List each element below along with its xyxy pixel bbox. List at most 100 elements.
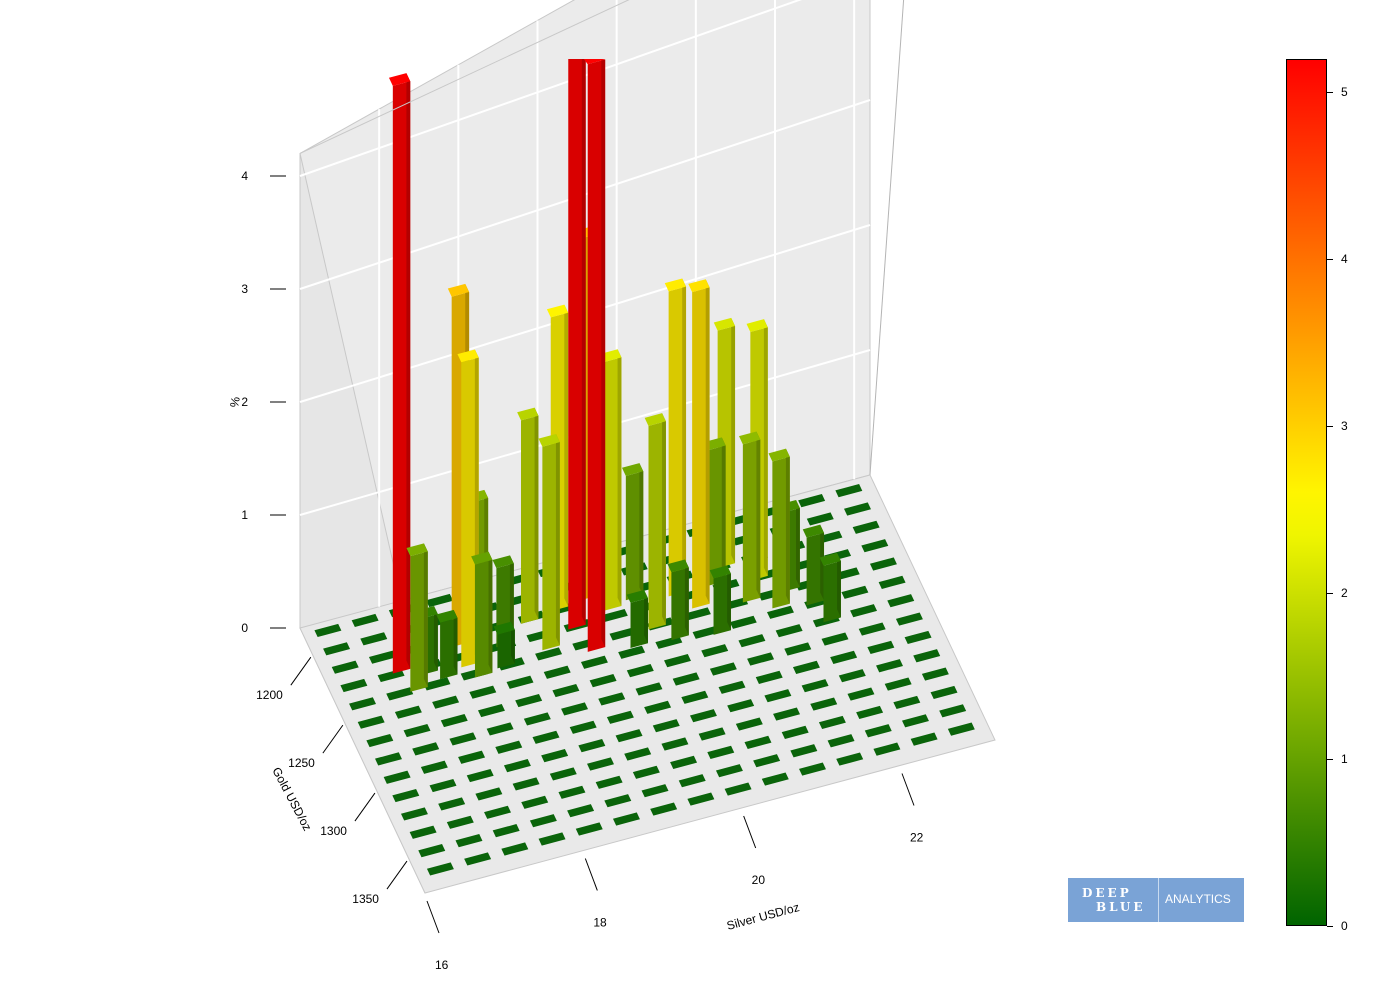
floor-tile — [604, 794, 632, 808]
bar-front-face — [742, 439, 761, 603]
bar-front-face — [630, 598, 648, 648]
bar-front-face — [625, 471, 644, 601]
floor-tile — [810, 697, 838, 711]
x-axis-label: Silver USD/oz — [725, 900, 801, 933]
bar-side-face — [644, 589, 648, 644]
floor-tile — [761, 772, 789, 786]
floor-tile — [735, 717, 763, 731]
bar-front-face — [772, 456, 790, 609]
bar-side-face — [488, 551, 493, 673]
floor-tile — [477, 703, 505, 718]
floor-tile — [806, 512, 834, 526]
bar-front-face — [410, 551, 428, 692]
bar-side-face — [564, 304, 569, 607]
floor-tile — [644, 700, 672, 714]
x-tick — [584, 858, 598, 891]
floor-tile — [709, 662, 737, 676]
floor-tile — [409, 825, 437, 839]
bar — [406, 543, 428, 692]
bar-side-face — [721, 437, 726, 582]
floor-tile — [715, 764, 743, 778]
floor-tile — [876, 659, 903, 673]
floor-tile — [755, 670, 783, 684]
floor-tile — [532, 730, 560, 744]
floor-tile — [858, 622, 886, 636]
floor-tile — [652, 719, 680, 733]
box-edge — [299, 0, 630, 154]
bar — [621, 463, 644, 601]
floor-tile — [626, 664, 654, 678]
bar-top-face — [626, 589, 648, 603]
floor-tile — [543, 665, 571, 679]
floor-tile — [598, 692, 626, 706]
floor-tile — [549, 767, 577, 781]
bar-top-face — [709, 565, 731, 579]
bar — [644, 413, 666, 630]
bar-side-face — [509, 555, 514, 643]
bar-side-face — [756, 431, 761, 598]
bar-side-face — [617, 349, 622, 607]
bar-side-face — [639, 463, 644, 596]
floor-tile — [878, 575, 906, 589]
floor-tile — [689, 709, 717, 723]
floor-tile — [609, 627, 637, 641]
floor-tile — [655, 635, 683, 649]
floor-tile — [939, 704, 967, 718]
floor-tile — [426, 862, 454, 876]
bar — [538, 433, 560, 651]
floor-tile — [515, 694, 543, 708]
x-tick-label: 22 — [910, 831, 924, 845]
floor-tile — [503, 759, 531, 773]
floor-tile — [792, 660, 820, 674]
bar-side-face — [763, 319, 768, 576]
floor-tile — [501, 842, 529, 856]
colorbar-tick-label: 0 — [1341, 919, 1348, 933]
logo-brand-mark: DEEP BLUE — [1068, 878, 1159, 922]
colorbar-tick — [1327, 592, 1333, 594]
floor-tile — [394, 705, 422, 719]
floor-tile — [664, 654, 691, 668]
x-tick — [426, 900, 440, 934]
bar — [493, 621, 515, 669]
colorbar-tick-label: 5 — [1341, 85, 1348, 100]
floor-tile — [930, 685, 958, 700]
bar-top-face — [713, 317, 736, 331]
bar-top-face — [664, 278, 687, 292]
floor-tile — [578, 739, 606, 753]
floor-tile — [692, 625, 720, 639]
floor-tile — [775, 624, 803, 638]
y-tick-label: 1300 — [320, 824, 347, 838]
floor-tile — [818, 715, 846, 729]
colorbar-tick-label: 2 — [1341, 585, 1348, 600]
floor-tile — [492, 824, 520, 838]
floor-tile — [423, 677, 451, 691]
floor-tile — [569, 720, 597, 734]
colorbar-tick — [1327, 92, 1333, 94]
bar-top-face — [406, 543, 428, 557]
bar — [739, 431, 761, 603]
floor-tile — [632, 765, 660, 779]
floor-tile — [661, 737, 689, 751]
floor-tile — [701, 644, 729, 658]
chart-bars — [388, 59, 841, 692]
x-tick-label: 18 — [593, 916, 607, 930]
floor-tile — [552, 684, 580, 698]
floor-tile — [469, 685, 497, 699]
floor-tile — [331, 660, 359, 674]
floor-tile — [558, 785, 586, 799]
floor-tile — [864, 724, 892, 738]
bar — [667, 559, 689, 641]
bar — [600, 349, 622, 611]
bar-front-face — [587, 59, 606, 652]
floor-tile — [724, 782, 752, 796]
floor-tile — [727, 699, 755, 713]
floor-tile — [670, 755, 698, 769]
y-tick — [354, 792, 376, 822]
y-axis-label: Gold USD/oz — [269, 765, 314, 833]
floor-tile — [392, 788, 420, 803]
bar-side-face — [682, 278, 687, 592]
colorbar-tick — [1327, 259, 1333, 261]
colorbar-tick-label: 4 — [1341, 252, 1348, 267]
floor-tile — [357, 715, 385, 729]
floor-tile — [400, 807, 428, 821]
